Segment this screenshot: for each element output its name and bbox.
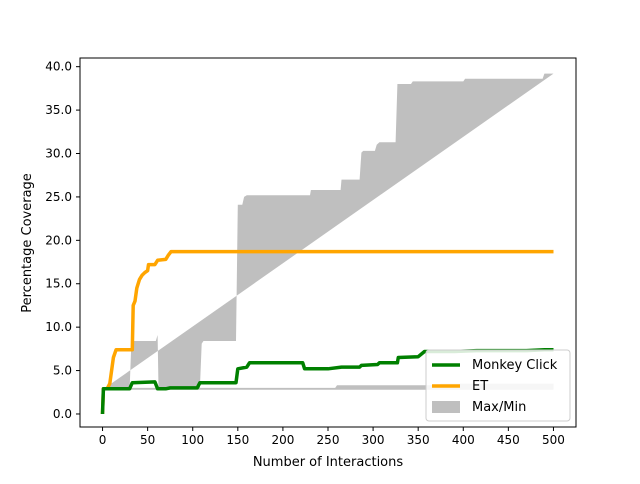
y-tick-label: 0.0 xyxy=(53,407,72,421)
legend-et-label: ET xyxy=(472,379,488,394)
y-axis-label: Percentage Coverage xyxy=(20,173,35,313)
x-tick-label: 450 xyxy=(497,433,520,447)
series-monkey-click-line xyxy=(100,347,554,415)
series-et-line xyxy=(100,249,554,415)
x-tick-label: 250 xyxy=(317,433,340,447)
legend-max-min-swatch xyxy=(432,401,460,413)
y-tick-label: 35.0 xyxy=(45,103,72,117)
x-tick-label: 200 xyxy=(271,433,294,447)
y-tick-label: 25.0 xyxy=(45,190,72,204)
band-max-min xyxy=(102,73,554,390)
legend-box xyxy=(425,349,571,422)
y-tick-label: 5.0 xyxy=(53,364,72,378)
x-axis: 0 50 100 150 200 250 300 350 400 450 500 xyxy=(99,427,565,447)
x-tick-label: 300 xyxy=(362,433,385,447)
legend: Monkey Click ET Max/Min xyxy=(425,349,571,422)
x-tick-label: 150 xyxy=(226,433,249,447)
x-tick-label: 400 xyxy=(452,433,475,447)
y-axis: 0.0 5.0 10.0 15.0 20.0 25.0 30.0 35.0 40.0 xyxy=(45,60,80,421)
x-tick-label: 350 xyxy=(407,433,430,447)
x-axis-label: Number of Interactions xyxy=(253,455,404,470)
legend-max-min-label: Max/Min xyxy=(472,400,526,415)
series-layer xyxy=(100,249,554,415)
x-tick-label: 50 xyxy=(140,433,155,447)
y-tick-label: 30.0 xyxy=(45,147,72,161)
x-tick-label: 100 xyxy=(181,433,204,447)
x-tick-label: 0 xyxy=(99,433,107,447)
legend-monkey-click-label: Monkey Click xyxy=(472,358,558,373)
y-tick-label: 40.0 xyxy=(45,60,72,74)
y-tick-label: 20.0 xyxy=(45,233,72,247)
x-tick-label: 500 xyxy=(542,433,565,447)
y-tick-label: 15.0 xyxy=(45,277,72,291)
band-layer xyxy=(102,73,554,390)
y-tick-label: 10.0 xyxy=(45,320,72,334)
